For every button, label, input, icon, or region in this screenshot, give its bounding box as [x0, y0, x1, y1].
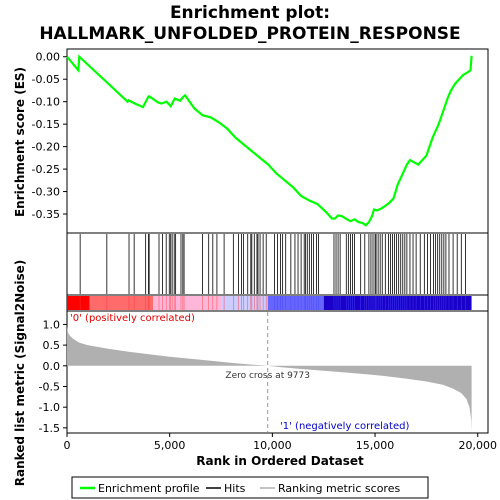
x-tick-label: 0 [64, 439, 71, 452]
es-profile-line [66, 54, 473, 227]
metric-ytick-label: -0.5 [39, 380, 60, 393]
es-ytick-label: -0.20 [32, 141, 60, 154]
metric-panel: 1.0 0.5 0.0 -0.5 -1.0 -1.5 Zero cross at 9773… [13, 260, 489, 487]
es-panel-frame [66, 48, 489, 234]
x-tick-label: 10,000 [253, 439, 292, 452]
es-ytick-label: -0.35 [32, 208, 60, 221]
x-axis-label: Rank in Ordered Dataset [196, 454, 364, 468]
rank-heatmap-bar [66, 294, 489, 312]
metric-ylabel: Ranked list metric (Signal2Noise) [13, 260, 27, 487]
es-ytick-label: 0.00 [36, 51, 61, 64]
heatmap-segment [267, 296, 324, 310]
metric-yticks: 1.0 0.5 0.0 -0.5 -1.0 -1.5 [39, 318, 67, 435]
metric-ytick-label: 1.0 [43, 318, 61, 331]
zero-cross-label: Zero cross at 9773 [225, 371, 310, 381]
heatmap-segment [153, 296, 222, 310]
x-tick-label: 20,000 [458, 439, 497, 452]
legend: Enrichment profile Hits Ranking metric s… [71, 476, 429, 499]
hits-panel [66, 232, 489, 296]
heatmap-segments [67, 296, 472, 310]
heatmap-segment [67, 296, 90, 310]
es-ytick-label: -0.25 [32, 163, 60, 176]
chart-subtitle: HALLMARK_UNFOLDED_PROTEIN_RESPONSE [39, 24, 460, 44]
metric-ytick-label: 0.0 [43, 360, 61, 373]
x-axis-ticks: 0 5,000 10,000 15,000 20,000 [64, 433, 497, 452]
metric-panel-frame [66, 310, 489, 434]
es-ylabel: Enrichment score (ES) [13, 67, 27, 217]
es-ytick-label: -0.15 [32, 118, 60, 131]
heatmap-segment [89, 296, 154, 310]
es-ytick-label: -0.10 [32, 96, 60, 109]
es-ytick-label: -0.05 [32, 73, 60, 86]
hit-marks [79, 234, 466, 294]
es-ytick-label: -0.30 [32, 186, 60, 199]
positive-label: '0' (positively correlated) [70, 313, 195, 324]
legend-box [71, 476, 429, 499]
legend-label-enrichment: Enrichment profile [98, 482, 200, 495]
es-panel: 0.00-0.05-0.10-0.15-0.20-0.25-0.30-0.35 … [13, 48, 489, 234]
heatmap-segment [323, 296, 367, 310]
metric-ytick-label: -1.5 [39, 422, 60, 435]
x-tick-label: 5,000 [154, 439, 186, 452]
heatmap-segment [221, 296, 268, 310]
legend-label-metric: Ranking metric scores [278, 482, 400, 495]
negative-label: '1' (negatively correlated) [280, 421, 409, 432]
es-yticks: 0.00 -0.05 -0.10 -0.15 -0.20 -0.25 -0.30 -0.35 [32, 51, 67, 221]
legend-label-hits: Hits [224, 482, 246, 495]
heatmap-segment [366, 296, 452, 310]
x-tick-label: 15,000 [356, 439, 395, 452]
metric-ytick-label: -1.0 [39, 401, 60, 414]
chart-title: Enrichment plot: [170, 3, 330, 23]
metric-ytick-label: 0.5 [43, 339, 61, 352]
